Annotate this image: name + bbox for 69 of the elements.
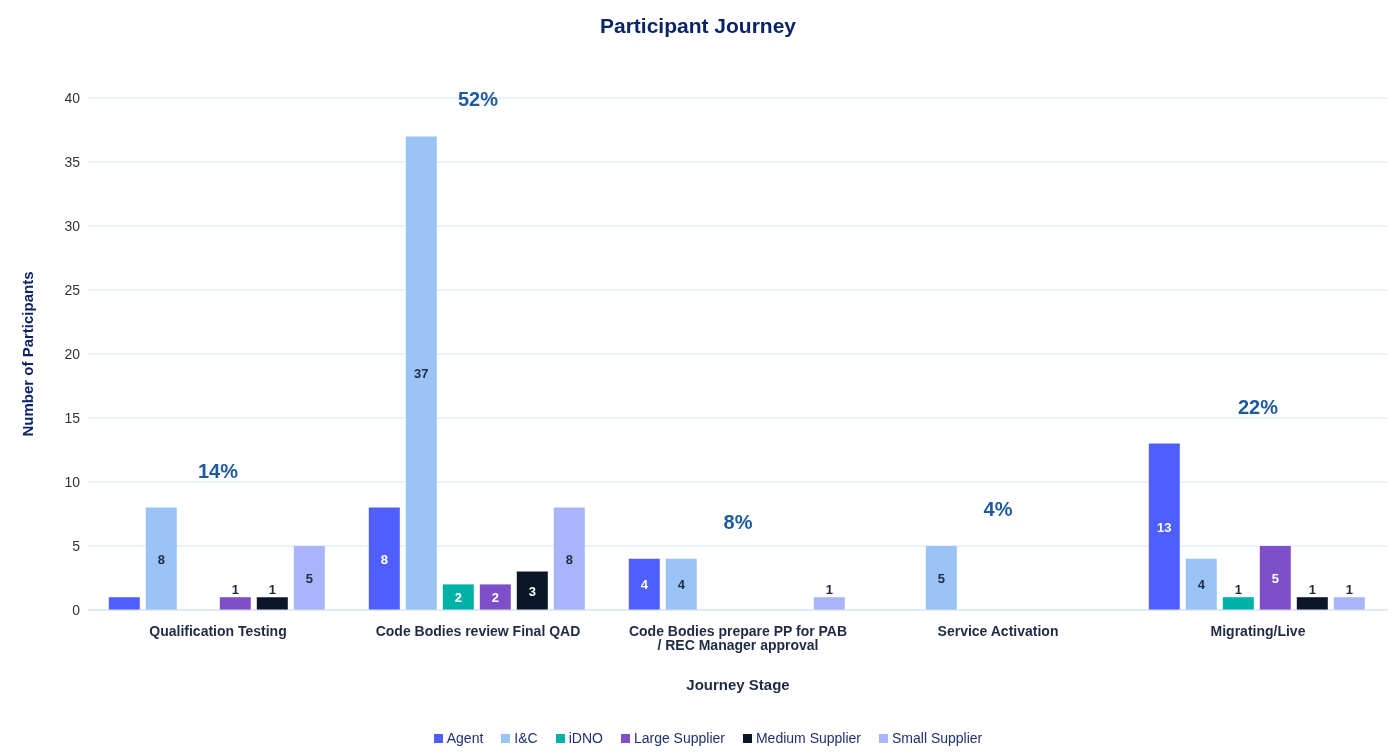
bar [368, 507, 400, 610]
bar [1222, 597, 1254, 610]
x-tick-label: Code Bodies prepare PP for PAB / REC Manager approval [628, 622, 848, 653]
bar [925, 546, 957, 610]
legend-label: Medium Supplier [754, 730, 862, 746]
y-axis-title: Number of Participants [19, 271, 37, 437]
bar [628, 558, 660, 610]
annotation: 52% [457, 88, 499, 111]
data-label: 1 [825, 582, 833, 598]
bar [219, 597, 251, 610]
x-tick-label: Code Bodies review Final QAD [375, 622, 581, 639]
bar [1148, 443, 1180, 610]
data-label: 1 [1308, 582, 1316, 598]
data-label: 5 [305, 571, 313, 586]
bar [293, 546, 325, 610]
legend-label: iDNO [567, 730, 603, 746]
legend-label: I&C [513, 730, 538, 746]
y-tick-label: 20 [64, 345, 81, 362]
data-label: 3 [528, 583, 536, 599]
bar [145, 507, 177, 610]
annotation: 22% [1237, 395, 1279, 418]
data-label: 1 [1345, 582, 1353, 598]
bar [553, 507, 585, 610]
y-tick-label: 10 [64, 473, 81, 490]
data-label: 5 [1271, 571, 1279, 586]
data-label: 8 [157, 551, 165, 567]
bar [813, 597, 845, 610]
y-tick-label: 25 [64, 281, 81, 298]
y-tick-label: 5 [72, 537, 81, 554]
legend-label: Large Supplier [632, 730, 725, 746]
x-tick-label: Qualification Testing [149, 622, 287, 639]
data-label: 8 [565, 551, 573, 567]
y-tick-label: 15 [64, 409, 81, 426]
data-label: 5 [937, 571, 945, 586]
annotation: 8% [723, 510, 753, 533]
legend-label: Small Supplier [891, 730, 983, 746]
data-label: 4 [640, 577, 649, 593]
bar [442, 584, 474, 610]
bar [108, 597, 140, 610]
y-tick-label: 35 [64, 153, 81, 170]
data-label: 8 [380, 551, 388, 567]
bar [256, 597, 288, 610]
bar [1296, 597, 1328, 610]
annotation: 14% [197, 459, 239, 482]
data-label: 4 [677, 577, 686, 593]
y-tick-label: 40 [64, 89, 81, 106]
y-tick-label: 30 [64, 217, 81, 234]
data-label: 1 [268, 582, 276, 598]
y-tick-label: 0 [72, 601, 81, 618]
legend-label: Agent [445, 730, 484, 746]
bar [665, 558, 697, 610]
bar [1259, 546, 1291, 610]
data-label: 1 [1234, 582, 1242, 598]
data-label: 1 [231, 582, 239, 598]
x-tick-label: Service Activation [937, 622, 1059, 639]
x-tick-label: Migrating/Live [1210, 622, 1306, 639]
data-label: 13 [1157, 519, 1172, 535]
bar [516, 571, 548, 610]
data-label: 2 [454, 590, 462, 606]
chart-title: Participant Journey [598, 13, 798, 39]
data-label: 2 [491, 590, 499, 606]
data-label: 4 [1197, 577, 1206, 593]
annotation: 4% [983, 498, 1013, 520]
bar [405, 136, 437, 610]
bar [1185, 558, 1217, 610]
bar [479, 584, 511, 610]
data-label: 37 [414, 366, 429, 382]
bar [1333, 597, 1365, 610]
x-axis-title: Journey Stage [686, 676, 790, 693]
